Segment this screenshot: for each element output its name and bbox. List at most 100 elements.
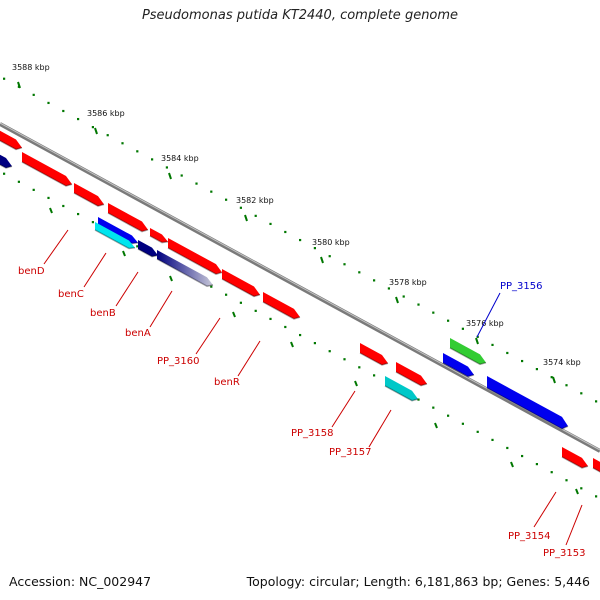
- genome-backbone: [0, 122, 600, 453]
- gene-arrow-edge: [262, 301, 301, 320]
- ruler-dot: [373, 279, 376, 282]
- ruler-dot: [62, 204, 65, 208]
- gene-arrow[interactable]: [168, 238, 222, 275]
- ruler-dot: [550, 471, 553, 474]
- ruler-dot: [580, 392, 583, 395]
- gene-arrow[interactable]: [95, 222, 135, 249]
- gene-arrow[interactable]: [222, 269, 260, 297]
- gene-label-leader: [237, 340, 261, 377]
- scale-tick-label: 3584 kbp: [161, 154, 199, 163]
- ruler-dot: [91, 221, 94, 224]
- gene-arrow-edge: [21, 161, 73, 187]
- genome-summary-text: Topology: circular; Length: 6,181,863 bp…: [246, 574, 590, 589]
- gene-arrow[interactable]: [108, 203, 148, 232]
- gene-label-leader: [43, 229, 69, 265]
- gene-label[interactable]: benC: [58, 289, 84, 300]
- ruler-dot: [343, 263, 346, 266]
- accession-text: Accession: NC_002947: [9, 574, 152, 589]
- gene-label[interactable]: benA: [125, 328, 151, 339]
- gene-arrow[interactable]: [263, 292, 300, 319]
- scale-tick-label: 3588 kbp: [12, 63, 50, 72]
- gene-label[interactable]: benD: [18, 266, 45, 277]
- ruler-dot: [77, 117, 80, 121]
- gene-label[interactable]: PP_3154: [508, 531, 551, 542]
- gene-arrow-edge: [384, 385, 419, 402]
- gene-label[interactable]: PP_3158: [291, 428, 334, 439]
- ruler-dot: [506, 351, 509, 355]
- ruler-dot: [284, 325, 287, 329]
- gene-label-leader: [368, 409, 392, 448]
- ruler-dot: [269, 222, 272, 226]
- gene-label-leader: [476, 292, 501, 338]
- gene-arrow[interactable]: [360, 343, 388, 365]
- ruler-tick: [49, 207, 53, 214]
- ruler-dot: [417, 398, 420, 401]
- gene-label[interactable]: benR: [214, 377, 240, 388]
- ruler-dot: [535, 368, 538, 371]
- scale-tick-mark: [395, 296, 399, 304]
- ruler-dot: [447, 319, 450, 322]
- gene-arrow[interactable]: [150, 228, 168, 243]
- ruler-dot: [106, 134, 109, 137]
- gene-arrow[interactable]: [487, 376, 568, 429]
- gene-arrow[interactable]: [22, 152, 72, 186]
- ruler-dot: [121, 142, 124, 145]
- ruler-dot: [225, 293, 228, 296]
- ruler-dot: [521, 359, 524, 363]
- gene-arrow[interactable]: [138, 240, 158, 257]
- ruler-dot: [535, 463, 538, 466]
- gene-arrow-edge: [167, 247, 223, 275]
- ruler-dot: [387, 287, 390, 290]
- ruler-dot: [136, 150, 139, 153]
- gene-label-leader: [83, 252, 107, 288]
- ruler-dot: [491, 343, 494, 347]
- scale-tick-mark: [244, 214, 248, 222]
- scale-tick-mark: [552, 376, 556, 384]
- gene-arrow[interactable]: [74, 183, 104, 207]
- ruler-dot: [32, 188, 35, 191]
- scale-tick-mark: [475, 337, 479, 345]
- ruler-dot: [550, 376, 553, 379]
- gene-arrow[interactable]: [0, 152, 12, 168]
- ruler-tick: [232, 311, 236, 318]
- ruler-dot: [3, 172, 6, 175]
- gene-label[interactable]: benB: [90, 308, 116, 319]
- ruler-dot: [239, 206, 242, 209]
- ruler-dot: [432, 311, 435, 314]
- ruler-dot: [210, 190, 213, 193]
- gene-arrow[interactable]: [443, 353, 474, 377]
- gene-arrow[interactable]: [450, 338, 486, 365]
- gene-arrow-edge: [359, 352, 389, 366]
- scale-tick-mark: [320, 256, 324, 264]
- gene-label[interactable]: PP_3157: [329, 447, 372, 458]
- ruler-dot: [595, 495, 598, 498]
- gene-arrow[interactable]: [562, 447, 588, 468]
- gene-arrow-edge: [156, 258, 214, 288]
- ruler-dot: [461, 422, 464, 425]
- ruler-dot: [165, 166, 168, 169]
- gene-label-leader: [331, 390, 356, 428]
- gene-arrow[interactable]: [157, 250, 213, 287]
- gene-label[interactable]: PP_3156: [500, 281, 543, 292]
- ruler-dot: [47, 101, 50, 105]
- ruler-dot: [313, 342, 316, 345]
- ruler-dot: [580, 487, 583, 490]
- gene-arrow-edge: [0, 163, 13, 169]
- gene-arrow[interactable]: [396, 362, 427, 386]
- ruler-dot: [47, 196, 50, 200]
- ruler-dot: [461, 327, 464, 330]
- ruler-dot: [521, 454, 524, 458]
- scale-tick-label: 3586 kbp: [87, 109, 125, 118]
- scale-tick-label: 3574 kbp: [543, 358, 581, 367]
- gene-arrow[interactable]: [385, 376, 418, 401]
- gene-label[interactable]: PP_3153: [543, 548, 586, 559]
- gene-arrow-edge: [592, 467, 600, 473]
- gene-label[interactable]: PP_3160: [157, 356, 200, 367]
- gene-arrow[interactable]: [0, 128, 22, 150]
- gene-arrow-edge: [94, 229, 136, 250]
- ruler-dot: [417, 303, 420, 306]
- gene-arrow[interactable]: [98, 217, 138, 244]
- ruler-dot: [506, 446, 509, 450]
- scale-tick-mark: [168, 172, 172, 180]
- gene-arrow[interactable]: [593, 458, 600, 474]
